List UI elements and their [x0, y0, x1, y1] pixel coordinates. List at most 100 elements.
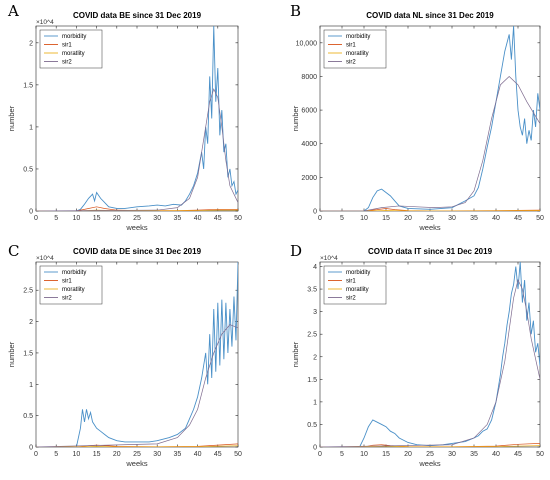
legend-entry: moratlity	[62, 287, 85, 293]
x-tick-label: 20	[113, 215, 121, 222]
chart-panel-b: B COVID data NL since 31 Dec 2019 0 5 10 15 20…	[290, 2, 544, 232]
y-tick-label: 1.5	[307, 377, 317, 384]
x-tick-label: 30	[448, 215, 456, 222]
y-tick-label: 1	[29, 124, 33, 131]
x-tick-label: 45	[514, 215, 522, 222]
y-axis-label: number	[7, 341, 16, 367]
y-axis-label: number	[7, 105, 16, 131]
x-tick-label: 15	[382, 451, 390, 458]
legend-entry: morbidity	[346, 34, 370, 40]
x-tick-label: 35	[470, 215, 478, 222]
series-line-morbidity	[36, 262, 238, 447]
x-tick-label: 30	[448, 451, 456, 458]
y-exponent-label: ×10^4	[36, 19, 54, 26]
y-tick-label: 0.5	[307, 422, 317, 429]
x-tick-label: 25	[133, 451, 141, 458]
chart-title: COVID data IT since 31 Dec 2019	[368, 247, 493, 256]
y-tick-label: 6000	[301, 108, 317, 115]
x-tick-label: 15	[93, 215, 101, 222]
series-line-moratlity	[320, 210, 540, 211]
series-line-morbidity	[320, 262, 540, 447]
x-tick-label: 50	[234, 215, 242, 222]
x-tick-label: 0	[34, 451, 38, 458]
legend-entry: sir1	[62, 279, 72, 285]
y-tick-label: 3.5	[307, 287, 317, 294]
y-tick-label: 1	[313, 399, 317, 406]
y-tick-label: 2	[29, 319, 33, 326]
x-tick-label: 50	[536, 215, 544, 222]
legend-entry: moratlity	[346, 287, 369, 293]
x-tick-label: 20	[404, 451, 412, 458]
chart-title: COVID data NL since 31 Dec 2019	[366, 11, 494, 20]
x-tick-label: 35	[174, 215, 182, 222]
x-tick-label: 5	[340, 215, 344, 222]
y-tick-label: 4000	[301, 141, 317, 148]
x-tick-label: 50	[234, 451, 242, 458]
x-axis-label: weeks	[125, 223, 148, 232]
chart-title: COVID data BE since 31 Dec 2019	[73, 11, 202, 20]
legend-entry: sir2	[62, 60, 72, 66]
series-line-moratlity	[320, 445, 540, 447]
y-tick-label: 1.5	[23, 350, 33, 357]
x-tick-label: 0	[318, 215, 322, 222]
x-tick-label: 40	[194, 215, 202, 222]
x-tick-label: 0	[318, 451, 322, 458]
x-axis-label: weeks	[125, 459, 148, 468]
y-exponent-label: ×10^4	[36, 255, 54, 262]
legend-entry: sir2	[62, 296, 72, 302]
legend-entry: morbidity	[62, 34, 86, 40]
y-tick-label: 0	[29, 209, 33, 216]
x-tick-label: 10	[73, 215, 81, 222]
x-tick-label: 0	[34, 215, 38, 222]
y-tick-label: 1.5	[23, 82, 33, 89]
y-tick-label: 10,000	[296, 40, 318, 47]
y-axis-label: number	[291, 105, 300, 131]
y-tick-label: 2.5	[23, 288, 33, 295]
y-tick-label: 3	[313, 309, 317, 316]
x-tick-label: 25	[133, 215, 141, 222]
x-tick-label: 25	[426, 451, 434, 458]
legend-entry: moratlity	[346, 51, 369, 57]
x-tick-label: 50	[536, 451, 544, 458]
y-tick-label: 0	[29, 445, 33, 452]
x-tick-label: 30	[153, 451, 161, 458]
legend-entry: sir1	[346, 43, 356, 49]
y-tick-label: 8000	[301, 74, 317, 81]
x-tick-label: 5	[54, 215, 58, 222]
legend-entry: morbidity	[346, 270, 370, 276]
legend-entry: sir1	[346, 279, 356, 285]
x-tick-label: 45	[514, 451, 522, 458]
x-tick-label: 5	[54, 451, 58, 458]
chart-title: COVID data DE since 31 Dec 2019	[73, 247, 202, 256]
x-tick-label: 15	[382, 215, 390, 222]
y-tick-label: 0.5	[23, 166, 33, 173]
y-tick-label: 0.5	[23, 413, 33, 420]
x-tick-label: 10	[360, 215, 368, 222]
x-tick-label: 40	[194, 451, 202, 458]
y-tick-label: 1	[29, 382, 33, 389]
series-line-morbidity	[320, 26, 540, 211]
x-tick-label: 10	[360, 451, 368, 458]
y-tick-label: 0	[313, 445, 317, 452]
x-tick-label: 45	[214, 215, 222, 222]
x-tick-label: 45	[214, 451, 222, 458]
panel-letter: A	[7, 2, 19, 20]
x-tick-label: 20	[404, 215, 412, 222]
x-axis-label: weeks	[418, 459, 441, 468]
legend-entry: morbidity	[62, 270, 86, 276]
y-tick-label: 2.5	[307, 332, 317, 339]
x-tick-label: 40	[492, 215, 500, 222]
panel-letter: D	[290, 242, 302, 260]
panel-letter: C	[8, 242, 19, 260]
y-tick-label: 2	[313, 354, 317, 361]
series-line-morbidity	[36, 26, 238, 211]
legend-entry: sir2	[346, 296, 356, 302]
legend-entry: sir1	[62, 43, 72, 49]
legend-entry: moratlity	[62, 51, 85, 57]
y-tick-label: 4	[313, 264, 317, 271]
y-tick-label: 2	[29, 40, 33, 47]
